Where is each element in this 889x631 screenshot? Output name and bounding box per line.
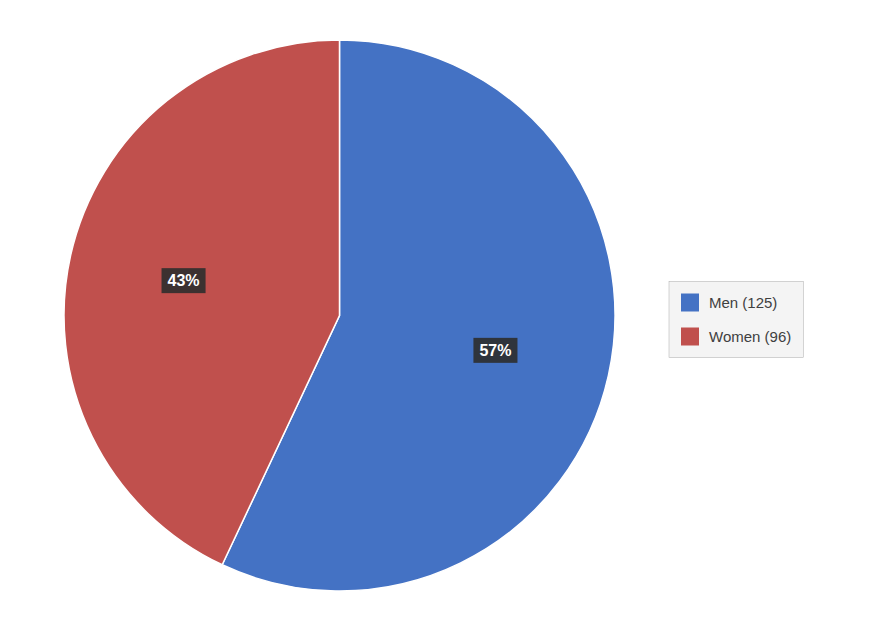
data-label: 43% xyxy=(168,272,200,289)
legend-swatch xyxy=(681,328,699,346)
data-label-group: 57% xyxy=(473,338,517,363)
legend-box xyxy=(669,282,803,358)
legend-label: Men (125) xyxy=(709,294,777,311)
data-label: 57% xyxy=(479,342,511,359)
data-label-group: 43% xyxy=(162,268,206,293)
legend-item: Women (96) xyxy=(681,328,791,346)
legend-swatch xyxy=(681,294,699,312)
data-label-box xyxy=(473,338,517,363)
legend: Men (125) Women (96) xyxy=(669,282,803,358)
pie-slice xyxy=(64,40,340,565)
chart-svg: 57% 43% Men (125) Women (96) xyxy=(0,0,889,631)
pie xyxy=(64,40,615,591)
legend-item: Men (125) xyxy=(681,294,777,312)
data-labels: 57% 43% xyxy=(162,268,518,363)
data-label-box xyxy=(162,268,206,293)
legend-label: Women (96) xyxy=(709,328,791,345)
